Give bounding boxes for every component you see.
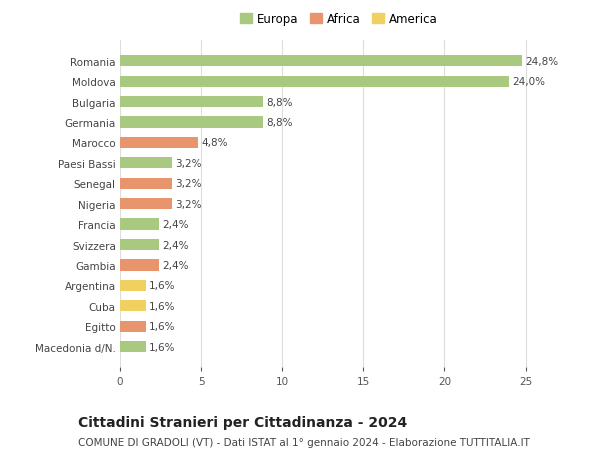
Text: 24,8%: 24,8% — [526, 57, 559, 67]
Text: 1,6%: 1,6% — [149, 342, 176, 352]
Bar — [120, 260, 159, 271]
Text: 3,2%: 3,2% — [175, 158, 202, 168]
Text: COMUNE DI GRADOLI (VT) - Dati ISTAT al 1° gennaio 2024 - Elaborazione TUTTITALIA: COMUNE DI GRADOLI (VT) - Dati ISTAT al 1… — [78, 437, 530, 447]
Text: 3,2%: 3,2% — [175, 179, 202, 189]
Bar — [120, 178, 172, 190]
Text: 1,6%: 1,6% — [149, 321, 176, 331]
Text: Cittadini Stranieri per Cittadinanza - 2024: Cittadini Stranieri per Cittadinanza - 2… — [78, 415, 407, 429]
Bar — [120, 280, 146, 291]
Bar — [120, 219, 159, 230]
Text: 2,4%: 2,4% — [162, 240, 188, 250]
Text: 8,8%: 8,8% — [266, 97, 293, 107]
Bar — [120, 301, 146, 312]
Bar — [120, 158, 172, 169]
Bar — [120, 138, 198, 149]
Bar — [120, 240, 159, 251]
Bar — [120, 117, 263, 129]
Text: 1,6%: 1,6% — [149, 301, 176, 311]
Bar — [120, 341, 146, 353]
Text: 2,4%: 2,4% — [162, 260, 188, 270]
Bar — [120, 56, 523, 67]
Legend: Europa, Africa, America: Europa, Africa, America — [236, 8, 442, 30]
Bar — [120, 77, 509, 88]
Text: 8,8%: 8,8% — [266, 118, 293, 128]
Bar — [120, 321, 146, 332]
Text: 2,4%: 2,4% — [162, 219, 188, 230]
Text: 4,8%: 4,8% — [201, 138, 227, 148]
Text: 1,6%: 1,6% — [149, 281, 176, 291]
Text: 24,0%: 24,0% — [512, 77, 545, 87]
Bar — [120, 199, 172, 210]
Text: 3,2%: 3,2% — [175, 199, 202, 209]
Bar — [120, 97, 263, 108]
